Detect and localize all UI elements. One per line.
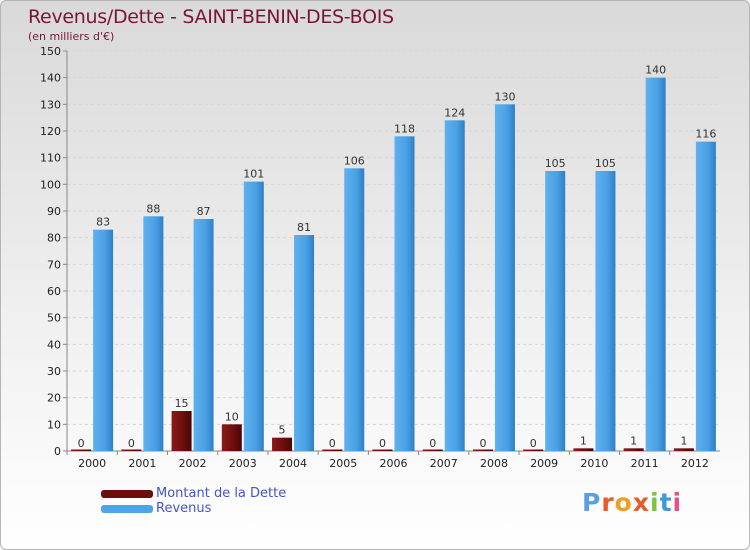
bar-dette bbox=[673, 448, 694, 451]
bar-dette bbox=[422, 449, 443, 451]
bar-dette bbox=[372, 449, 393, 451]
legend-swatch-dette bbox=[101, 490, 153, 498]
bar-dette bbox=[573, 448, 594, 451]
data-label-dette: 15 bbox=[175, 397, 189, 410]
x-tick-label: 2008 bbox=[480, 457, 508, 470]
bar-revenus bbox=[143, 216, 164, 451]
y-tick-label: 90 bbox=[47, 205, 61, 218]
x-tick-label: 2007 bbox=[430, 457, 458, 470]
y-tick-label: 50 bbox=[47, 312, 61, 325]
y-tick-label: 60 bbox=[47, 285, 61, 298]
bar-revenus bbox=[695, 141, 716, 451]
data-label-revenus: 88 bbox=[146, 202, 160, 215]
y-tick-label: 70 bbox=[47, 258, 61, 271]
bar-revenus bbox=[444, 120, 465, 451]
x-tick-label: 2004 bbox=[279, 457, 307, 470]
bar-revenus bbox=[545, 171, 566, 451]
data-label-dette: 1 bbox=[680, 434, 687, 447]
bar-dette bbox=[623, 448, 644, 451]
logo-letter: o bbox=[614, 488, 633, 517]
logo-letter: r bbox=[601, 488, 615, 517]
data-label-dette: 0 bbox=[128, 437, 135, 450]
bar-revenus bbox=[645, 77, 666, 452]
legend-label-revenus: Revenus bbox=[156, 501, 212, 516]
y-tick-label: 100 bbox=[40, 178, 61, 191]
y-tick-label: 10 bbox=[47, 418, 61, 431]
data-label-dette: 1 bbox=[630, 434, 637, 447]
data-label-revenus: 124 bbox=[444, 106, 465, 119]
logo-letter: t bbox=[659, 488, 673, 517]
x-tick-label: 2011 bbox=[631, 457, 659, 470]
legend-label-dette: Montant de la Dette bbox=[156, 486, 287, 501]
legend-swatch-revenus bbox=[101, 505, 153, 513]
bar-revenus bbox=[294, 235, 315, 451]
chart-subtitle: (en milliers d'€) bbox=[28, 30, 115, 43]
bar-revenus bbox=[193, 219, 214, 451]
data-label-revenus: 87 bbox=[197, 205, 211, 218]
data-label-revenus: 83 bbox=[96, 216, 110, 229]
logo-letter: i bbox=[650, 488, 660, 517]
x-tick-label: 2006 bbox=[380, 457, 408, 470]
data-label-revenus: 105 bbox=[545, 157, 566, 170]
bar-revenus bbox=[394, 136, 415, 452]
data-label-revenus: 106 bbox=[344, 154, 365, 167]
x-tick-label: 2002 bbox=[179, 457, 207, 470]
x-tick-label: 2012 bbox=[681, 457, 709, 470]
data-label-revenus: 130 bbox=[494, 90, 515, 103]
data-label-revenus: 140 bbox=[645, 64, 666, 77]
data-label-dette: 0 bbox=[78, 437, 85, 450]
bar-revenus bbox=[344, 168, 365, 452]
y-tick-label: 130 bbox=[40, 98, 61, 111]
y-tick-label: 120 bbox=[40, 125, 61, 138]
data-label-dette: 0 bbox=[329, 437, 336, 450]
data-label-revenus: 118 bbox=[394, 122, 415, 135]
data-label-dette: 1 bbox=[580, 434, 587, 447]
y-tick-label: 0 bbox=[54, 445, 61, 458]
y-tick-label: 110 bbox=[40, 152, 61, 165]
x-tick-label: 2010 bbox=[580, 457, 608, 470]
logo-letter: x bbox=[632, 488, 650, 517]
x-tick-label: 2009 bbox=[530, 457, 558, 470]
plot-area bbox=[67, 51, 720, 451]
data-label-dette: 5 bbox=[279, 424, 286, 437]
bar-revenus bbox=[595, 171, 616, 451]
bar-dette bbox=[71, 449, 92, 451]
bar-dette bbox=[121, 449, 142, 451]
bar-revenus bbox=[243, 181, 264, 451]
data-label-dette: 0 bbox=[429, 437, 436, 450]
data-label-revenus: 116 bbox=[695, 128, 716, 141]
y-tick-label: 40 bbox=[47, 338, 61, 351]
bar-dette bbox=[322, 449, 343, 451]
proxiti-logo: Proxiti bbox=[582, 488, 682, 517]
x-tick-label: 2005 bbox=[329, 457, 357, 470]
bar-revenus bbox=[93, 229, 114, 451]
chart-title: Revenus/Dette - SAINT-BENIN-DES-BOIS bbox=[28, 6, 394, 28]
x-tick-label: 2003 bbox=[229, 457, 257, 470]
data-label-revenus: 101 bbox=[243, 168, 264, 181]
y-tick-label: 140 bbox=[40, 72, 61, 85]
bar-dette bbox=[523, 449, 544, 451]
y-tick-label: 80 bbox=[47, 232, 61, 245]
data-label-revenus: 105 bbox=[595, 157, 616, 170]
x-tick-label: 2001 bbox=[128, 457, 156, 470]
data-label-dette: 0 bbox=[530, 437, 537, 450]
bar-dette bbox=[221, 424, 242, 451]
bar-revenus bbox=[494, 104, 515, 451]
data-label-dette: 0 bbox=[379, 437, 386, 450]
data-label-dette: 0 bbox=[479, 437, 486, 450]
bar-dette bbox=[272, 437, 293, 451]
y-tick-label: 20 bbox=[47, 392, 61, 405]
y-tick-label: 30 bbox=[47, 365, 61, 378]
x-tick-label: 2000 bbox=[78, 457, 106, 470]
bar-dette bbox=[472, 449, 493, 451]
logo-letter: P bbox=[582, 488, 602, 517]
bar-dette bbox=[171, 411, 192, 451]
y-tick-label: 150 bbox=[40, 45, 61, 58]
data-label-dette: 10 bbox=[225, 410, 239, 423]
data-label-revenus: 81 bbox=[297, 221, 311, 234]
logo-letter: i bbox=[672, 488, 683, 517]
